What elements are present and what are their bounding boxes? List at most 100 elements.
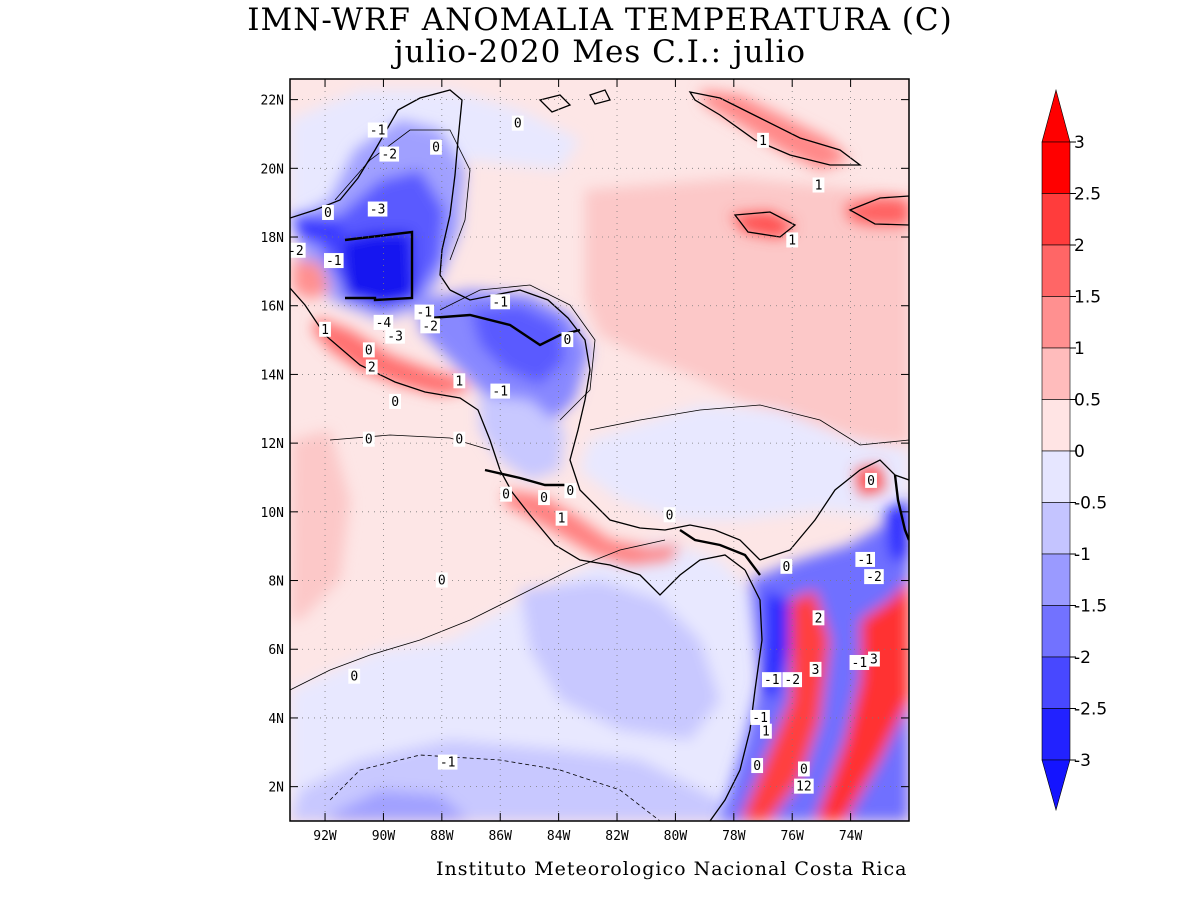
colorbar-label: 2 (1074, 236, 1085, 256)
contour-label-text: 3 (870, 653, 878, 668)
colorbar-swatch (1041, 708, 1071, 761)
contour-label-text: -3 (370, 203, 386, 218)
map-frame (289, 78, 910, 822)
lon-tick-label: 90W (372, 829, 396, 844)
cuba-warm (700, 90, 850, 170)
colombia-warm-ridge-west (740, 590, 830, 821)
pacific-coast-warm (312, 318, 470, 395)
contour-label-text: -1 (440, 756, 456, 771)
contour-label-text: -1 (370, 124, 386, 139)
contour-label-bg (750, 709, 770, 725)
contour-label: 0 (389, 393, 402, 410)
contour-label-bg (373, 314, 394, 330)
contour-label: 0 (453, 431, 466, 448)
lon-tick-label: 82W (605, 829, 629, 844)
contour-label-bg (760, 723, 772, 739)
contour-label-bg (367, 122, 388, 138)
neg1-contour-south (329, 754, 661, 821)
lon-tick-label: 76W (780, 829, 804, 844)
mexico-gulf-coast (290, 89, 463, 291)
lat-tick-label: 20N (261, 162, 284, 177)
colorbar-swatch (1041, 347, 1071, 400)
contour-label-bg (782, 672, 803, 688)
contour-label-text: 3 (812, 663, 820, 678)
contour-label: -2 (864, 569, 884, 585)
colorbar-swatch (1041, 193, 1071, 246)
pacific-deep-cool (330, 790, 470, 821)
contour-label: -2 (290, 242, 306, 259)
colorbar-swatch (1041, 141, 1071, 194)
contour-label-bg (855, 551, 876, 567)
contour-label-text: -1 (492, 295, 508, 310)
contour-label: 0 (435, 572, 448, 589)
lon-tick-label: 92W (313, 829, 337, 844)
sw-caribbean-cool-area (580, 405, 909, 520)
contour-label-text: 0 (432, 141, 440, 156)
contour-label: -2 (379, 146, 400, 163)
colombia-caribbean-coast (759, 459, 909, 561)
contour-label-bg (751, 758, 764, 774)
contour-label-text: 0 (782, 560, 790, 575)
nicaragua-border (484, 468, 565, 487)
map-subtitle: julio-2020 Mes C.I.: julio (393, 34, 807, 70)
zero-contour-pacific-2 (329, 434, 491, 451)
chiapas-warm (293, 260, 330, 300)
belize-honduras-coast (449, 289, 591, 401)
contour-label: 0 (322, 204, 334, 221)
contour-label: 0 (500, 486, 512, 503)
colorbar-label: 1.5 (1074, 288, 1101, 308)
contour-label-text: 0 (438, 574, 446, 589)
contour-label-bg (490, 383, 511, 399)
contour-label: -1 (761, 672, 782, 688)
contour-label-text: -1 (492, 385, 508, 400)
contour-label-text: -1 (752, 711, 768, 726)
contour-label-text: -1 (764, 673, 780, 688)
contour-label: -1 (855, 551, 876, 568)
colorbar-label: 0.5 (1074, 391, 1101, 411)
contour-label-text: 0 (566, 484, 574, 499)
contour-label: 0 (538, 490, 550, 506)
longitude-ticks: 92W 90W 88W 86W 84W 82W 80W 78W 76W 74W (313, 79, 863, 844)
contour-label: -1 (367, 122, 388, 139)
contour-label-text: 1 (759, 134, 767, 149)
contour-label: 3 (809, 661, 822, 678)
contour-label-bg (555, 510, 568, 526)
latitude-ticks: 22N 20N 18N 16N 14N 12N 10N 8N 6N 4N 2N (261, 94, 909, 796)
contour-label-text: 0 (867, 474, 875, 489)
colorbar: 3 2.5 2 1.5 1 0.5 0 -0.5 -1 -1.5 -2 -2.5 -3 (1041, 88, 1107, 812)
contour-label-text: -2 (784, 673, 800, 688)
contour-label-text: 0 (800, 762, 808, 777)
coastlines (290, 89, 909, 821)
contour-label-text: 0 (502, 488, 510, 503)
contour-label-text: -1 (857, 553, 873, 568)
contour-label: 0 (780, 558, 793, 575)
contour-label-bg (290, 242, 306, 258)
contour-label: -2 (782, 672, 803, 688)
contour-label-bg (322, 204, 334, 220)
contour-label-bg (761, 672, 782, 688)
lon-tick-label: 86W (488, 829, 512, 844)
contour-label: 0 (663, 507, 676, 523)
contour-label-bg (385, 328, 405, 344)
contour-label-text: -1 (416, 306, 432, 321)
lat-tick-label: 18N (261, 231, 284, 246)
contour-label-bg (868, 651, 880, 667)
lon-tick-label: 78W (722, 829, 746, 844)
contour-label-bg (362, 431, 375, 447)
lat-tick-label: 6N (268, 643, 284, 658)
contour-label-bg (414, 304, 435, 320)
contour-label-text: 1 (815, 178, 823, 193)
lon-tick-label: 84W (547, 829, 571, 844)
contour-label-text: 0 (563, 333, 571, 348)
contour-yucatan (334, 129, 471, 261)
nicaragua-cool (480, 395, 565, 480)
contour-label: -1 (414, 304, 435, 321)
colorbar-label: 2.5 (1074, 185, 1101, 205)
contour-label-text: 1 (321, 323, 329, 338)
colombia-cold-east (885, 500, 909, 560)
contour-honduras (439, 284, 596, 421)
lat-tick-label: 10N (261, 506, 284, 521)
contour-label-bg (757, 132, 769, 148)
contour-label-bg (865, 472, 877, 488)
